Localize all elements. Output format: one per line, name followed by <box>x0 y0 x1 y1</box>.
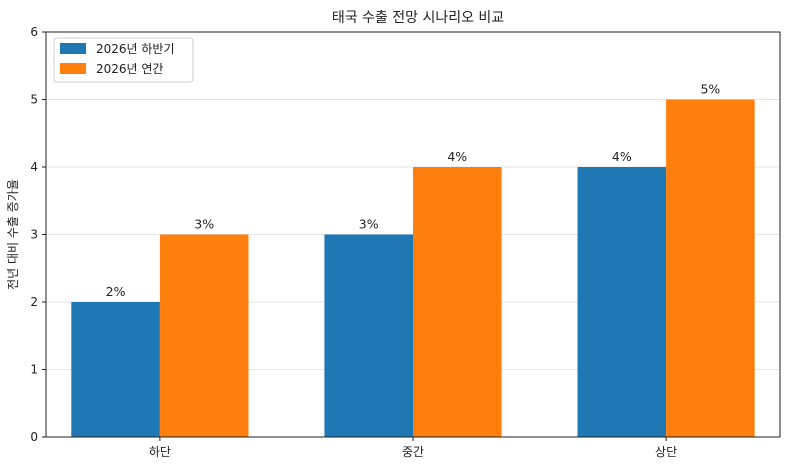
bar <box>413 167 502 437</box>
legend-box <box>53 37 194 83</box>
bar <box>71 302 160 437</box>
data-label: 3% <box>194 217 214 232</box>
legend-label-1: 2026년 하반기 <box>96 42 175 56</box>
data-label: 4% <box>612 149 632 164</box>
legend-label-2: 2026년 연간 <box>96 62 163 76</box>
legend-swatch-1 <box>60 43 86 54</box>
x-tick-label: 하단 <box>149 445 171 459</box>
legend: 2026년 하반기 2026년 연간 <box>53 37 194 83</box>
x-tick-label: 중간 <box>402 445 424 459</box>
y-tick-label: 0 <box>30 430 38 444</box>
bar <box>159 234 249 437</box>
y-axis: 0 1 2 3 4 5 6 <box>30 25 46 444</box>
y-tick-label: 4 <box>30 160 38 174</box>
x-axis: 하단 중간 상단 <box>149 437 677 459</box>
bars: 2% 3% 3% 4% 4% 5% <box>71 82 755 437</box>
bar <box>577 167 667 437</box>
y-tick-label: 6 <box>30 25 38 39</box>
y-tick-label: 2 <box>30 295 38 309</box>
bar <box>666 99 755 437</box>
legend-swatch-2 <box>60 63 86 74</box>
y-tick-label: 1 <box>30 363 38 377</box>
y-tick-label: 3 <box>30 228 38 242</box>
chart-title: 태국 수출 전망 시나리오 비교 <box>332 10 504 26</box>
y-tick-label: 5 <box>30 93 38 107</box>
y-axis-label: 전년 대비 수출 증가율 <box>6 179 20 290</box>
data-label: 2% <box>106 284 126 299</box>
data-label: 4% <box>447 149 467 164</box>
bar <box>324 234 413 437</box>
data-label: 3% <box>359 217 379 232</box>
data-label: 5% <box>700 82 720 97</box>
x-tick-label: 상단 <box>655 445 677 459</box>
